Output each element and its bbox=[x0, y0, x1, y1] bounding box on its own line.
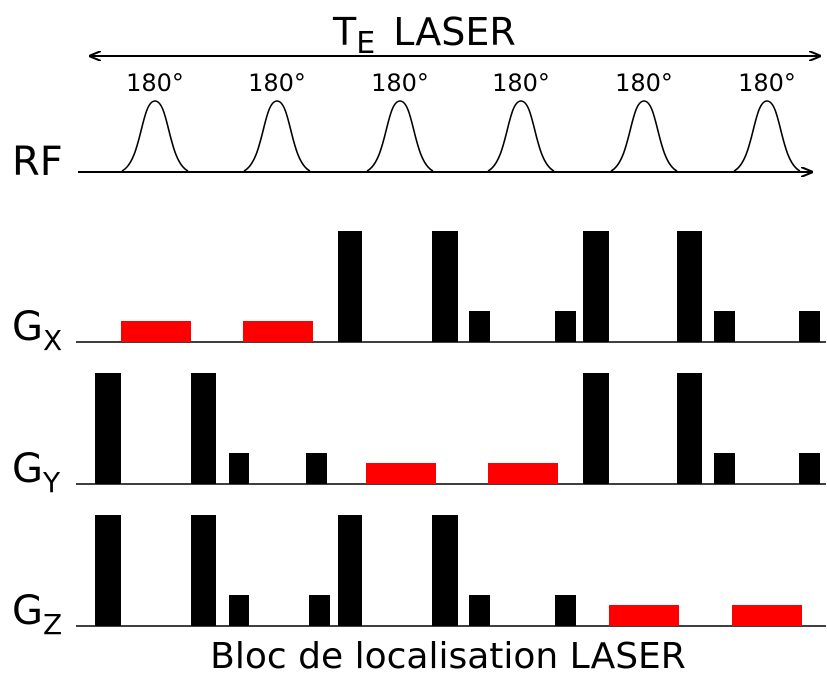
crusher-gradient-lobe bbox=[121, 321, 191, 342]
gradient-row-gz: GZ bbox=[12, 515, 826, 641]
crusher-gradient-lobe bbox=[488, 463, 558, 484]
spoiler-gradient-lobe bbox=[555, 311, 576, 342]
spoiler-gradient-lobe bbox=[306, 453, 327, 484]
selective-gradient-lobe bbox=[583, 373, 609, 484]
rf-180-pulse: 180° bbox=[243, 69, 311, 172]
selective-gradient-lobe bbox=[338, 231, 362, 342]
selective-gradient-lobe bbox=[432, 231, 458, 342]
rf-pulse-label: 180° bbox=[371, 69, 429, 97]
spoiler-gradient-lobe bbox=[469, 311, 490, 342]
rf-pulse-label: 180° bbox=[738, 69, 796, 97]
selective-gradient-lobe bbox=[338, 515, 362, 626]
spoiler-gradient-lobe bbox=[229, 453, 249, 484]
selective-gradient-lobe bbox=[95, 373, 121, 484]
rf-180-pulse: 180° bbox=[487, 69, 555, 172]
selective-gradient-lobe bbox=[677, 373, 702, 484]
rf-pulse-shape bbox=[487, 100, 555, 172]
rf-pulse-shape bbox=[610, 100, 678, 172]
gradient-row-gx: GX bbox=[12, 231, 826, 357]
gradient-row-gy: GY bbox=[12, 373, 826, 499]
rf-180-pulse: 180° bbox=[121, 69, 189, 172]
te-title-rest: LASER bbox=[393, 10, 516, 54]
gradient-label-sub: Z bbox=[43, 608, 62, 641]
gradient-label: GY bbox=[12, 446, 61, 499]
selective-gradient-lobe bbox=[191, 373, 216, 484]
rf-180-pulse: 180° bbox=[733, 69, 801, 172]
rf-pulses: 180° 180° 180° 180° 180° 180° bbox=[121, 69, 801, 172]
te-title: TE LASER bbox=[332, 10, 516, 61]
crusher-gradient-lobe bbox=[243, 321, 313, 342]
rf-pulse-label: 180° bbox=[126, 69, 184, 97]
crusher-gradient-lobe bbox=[366, 463, 436, 484]
rf-180-pulse: 180° bbox=[610, 69, 678, 172]
spoiler-gradient-lobe bbox=[799, 311, 820, 342]
gradient-label-sub: Y bbox=[42, 466, 61, 499]
gradient-label-main: G bbox=[12, 446, 43, 492]
selective-gradient-lobe bbox=[583, 231, 609, 342]
gradient-label-main: G bbox=[12, 304, 43, 350]
spoiler-gradient-lobe bbox=[714, 453, 735, 484]
rf-pulse-label: 180° bbox=[492, 69, 550, 97]
spoiler-gradient-lobe bbox=[799, 453, 820, 484]
rf-pulse-shape bbox=[243, 100, 311, 172]
te-title-main: T bbox=[332, 10, 357, 54]
spoiler-gradient-lobe bbox=[714, 311, 735, 342]
spoiler-gradient-lobe bbox=[229, 595, 249, 626]
spoiler-gradient-lobe bbox=[469, 595, 490, 626]
rf-pulse-label: 180° bbox=[615, 69, 673, 97]
gradient-label-sub: X bbox=[43, 324, 62, 357]
rf-180-pulse: 180° bbox=[366, 69, 434, 172]
rf-pulse-shape bbox=[366, 100, 434, 172]
gradient-label: GZ bbox=[12, 588, 62, 641]
gradient-label: GX bbox=[12, 304, 62, 357]
crusher-gradient-lobe bbox=[732, 605, 802, 626]
selective-gradient-lobe bbox=[432, 515, 458, 626]
rf-pulse-shape bbox=[733, 100, 801, 172]
selective-gradient-lobe bbox=[95, 515, 121, 626]
rf-pulse-label: 180° bbox=[248, 69, 306, 97]
rf-pulse-shape bbox=[121, 100, 189, 172]
crusher-gradient-lobe bbox=[609, 605, 679, 626]
selective-gradient-lobe bbox=[191, 515, 216, 626]
selective-gradient-lobe bbox=[677, 231, 702, 342]
spoiler-gradient-lobe bbox=[555, 595, 576, 626]
footer-caption: Bloc de localisation LASER bbox=[210, 636, 686, 673]
gradient-label-main: G bbox=[12, 588, 43, 634]
rf-label: RF bbox=[12, 139, 63, 185]
spoiler-gradient-lobe bbox=[309, 595, 330, 626]
